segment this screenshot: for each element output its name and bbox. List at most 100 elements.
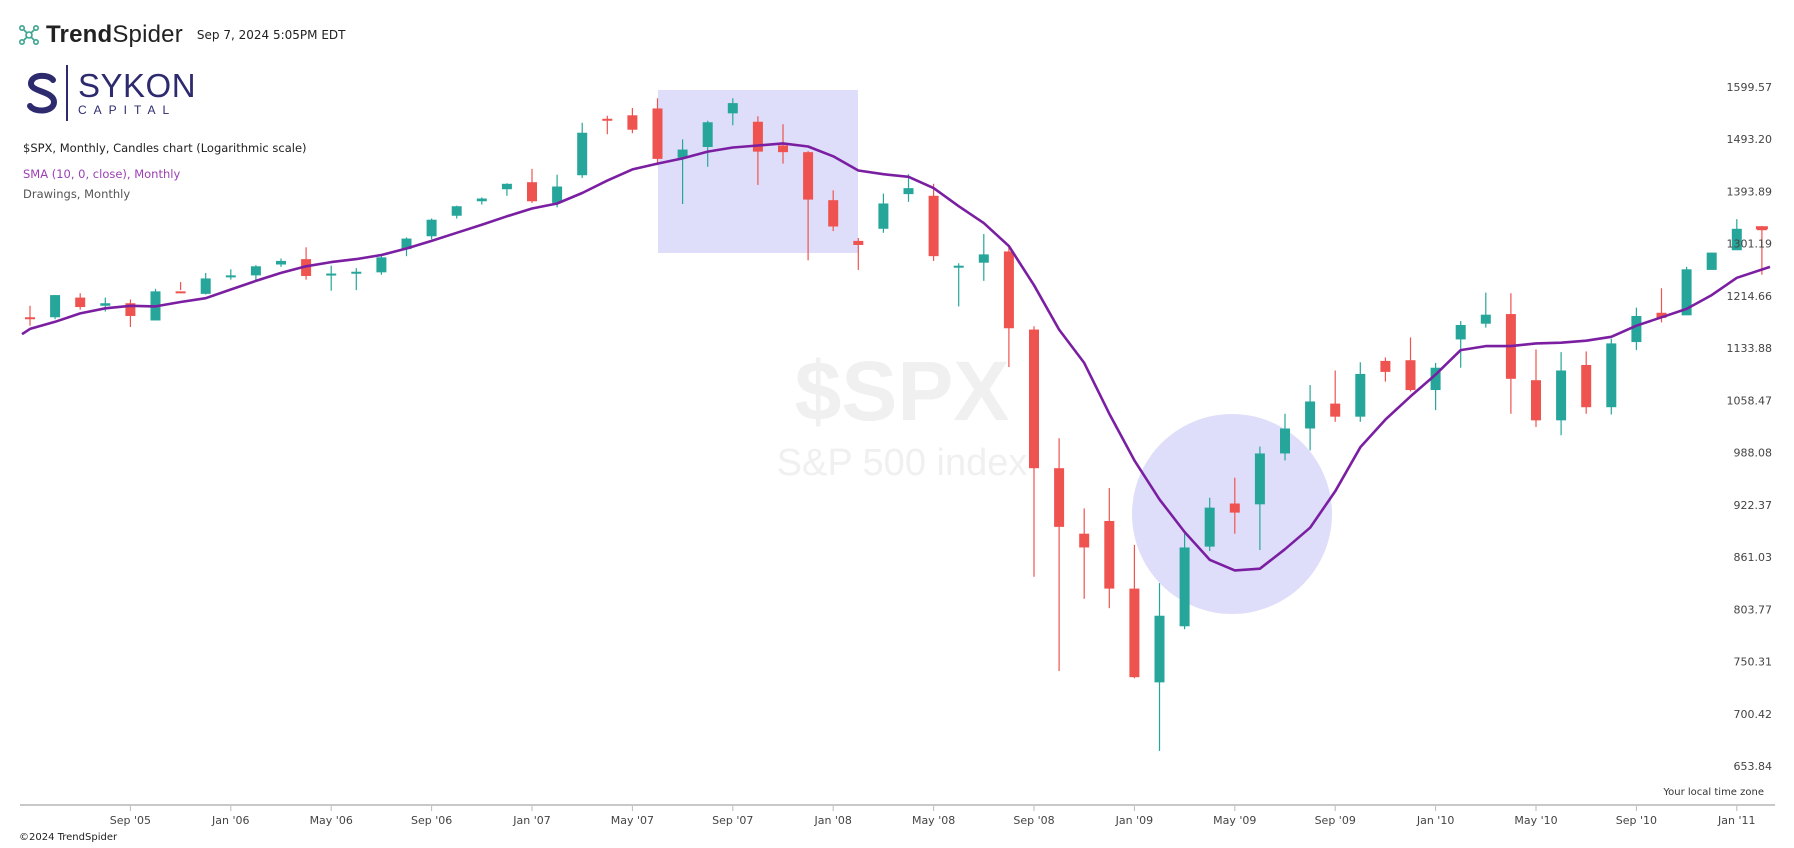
candle-body (928, 195, 939, 257)
candle-body (376, 257, 387, 273)
y-tick-label: 1301.19 (1727, 238, 1773, 251)
candle (351, 268, 362, 291)
candle-body (577, 132, 588, 176)
last-price-marker (1755, 226, 1768, 230)
x-tick-label: Sep '07 (712, 814, 753, 827)
candle-body (1204, 507, 1215, 547)
y-tick-label: 861.03 (1734, 551, 1773, 564)
candle-body (978, 254, 989, 263)
candle (451, 205, 462, 219)
candle-body (1681, 269, 1692, 316)
candle-body (1556, 370, 1567, 421)
copyright: ©2024 TrendSpider (19, 832, 118, 843)
brand-name: TrendSpider (46, 21, 183, 49)
trendspider-header: TrendSpider Sep 7, 2024 5:05PM EDT (18, 20, 345, 50)
x-tick-label: May '10 (1514, 814, 1557, 827)
candle (25, 305, 35, 326)
candle-body (501, 183, 512, 190)
y-tick-label: 750.31 (1734, 656, 1773, 669)
candle (702, 120, 713, 167)
candle (276, 258, 286, 267)
candle (527, 168, 537, 203)
highlight-circle[interactable] (1132, 414, 1332, 614)
x-tick-label: May '06 (310, 814, 353, 827)
y-tick-label: 1599.57 (1727, 81, 1773, 94)
axes-layer: 1599.57 1493.20 1393.89 1301.19 1214.66 1133.… (20, 81, 1775, 827)
candle (1505, 293, 1516, 414)
candle (1330, 370, 1341, 422)
candle-body (1104, 520, 1115, 589)
candle (677, 139, 688, 205)
candle-body (451, 206, 462, 216)
y-tick-label: 1493.20 (1727, 133, 1773, 146)
candle (602, 115, 613, 135)
candle-body (602, 118, 613, 121)
candle-body (652, 108, 663, 159)
firm-subtitle: CAPITAL (78, 103, 177, 117)
candle-body (401, 238, 412, 250)
candle (1229, 477, 1240, 534)
drawings-legend[interactable]: Drawings, Monthly (23, 187, 131, 201)
x-tick-label: Sep '05 (110, 814, 151, 827)
candle (752, 116, 763, 185)
x-tick-label: May '07 (611, 814, 654, 827)
candle-body (1029, 329, 1039, 469)
candle-body (1380, 360, 1391, 372)
candle-body (828, 200, 839, 227)
firm-text: SYKON CAPITAL (78, 67, 197, 118)
candle (552, 174, 563, 208)
candle-body (351, 271, 362, 274)
candle-body (853, 240, 864, 245)
candle (1430, 362, 1441, 411)
candle (50, 295, 61, 320)
candle-body (1355, 373, 1366, 417)
watermark: $SPX S&P 500 index (777, 344, 1028, 484)
candle-body (200, 278, 211, 294)
trendspider-logo-icon (18, 24, 40, 46)
candle-body (953, 265, 964, 268)
y-tick-label: 1133.88 (1727, 342, 1773, 355)
candle-body (1606, 343, 1617, 408)
candle (200, 272, 211, 295)
candle (1380, 357, 1391, 382)
sma-layer (21, 142, 1771, 572)
sma-legend[interactable]: SMA (10, 0, close), Monthly (23, 167, 181, 181)
y-tick-label: 988.08 (1734, 447, 1773, 460)
candle-body (476, 198, 487, 202)
y-tick-label: 1058.47 (1727, 394, 1773, 407)
candle (828, 190, 839, 232)
candle (853, 237, 864, 270)
candle-body (1305, 401, 1316, 429)
candle (175, 282, 186, 294)
candle (577, 122, 588, 178)
candle-body (125, 303, 136, 316)
x-tick-label: Jan '06 (211, 814, 249, 827)
candle (1731, 219, 1742, 251)
candle (928, 183, 939, 261)
candle (1079, 508, 1090, 599)
logo-divider (66, 65, 68, 121)
sma-line (21, 142, 1771, 572)
candle-body (878, 203, 889, 229)
candle (75, 293, 86, 310)
candle-body (752, 121, 763, 152)
candle-body (1254, 453, 1265, 505)
candle-body (552, 186, 563, 203)
candle (1029, 326, 1039, 577)
firm-name: SYKON (78, 67, 197, 104)
watermark-symbol: $SPX (795, 344, 1010, 438)
candle (1280, 413, 1290, 461)
x-tick-label: Sep '08 (1013, 814, 1054, 827)
candle (1681, 266, 1692, 316)
candle (1581, 351, 1592, 414)
candle-body (225, 275, 236, 278)
candle-body (1656, 312, 1667, 318)
x-tick-label: May '08 (912, 814, 955, 827)
sykon-s-logo-icon (27, 72, 58, 114)
candle-body (1706, 252, 1717, 270)
candle (1556, 352, 1567, 436)
candle-body (1129, 588, 1140, 678)
candle-body (1229, 503, 1240, 513)
y-tick-label: 1214.66 (1727, 290, 1773, 303)
